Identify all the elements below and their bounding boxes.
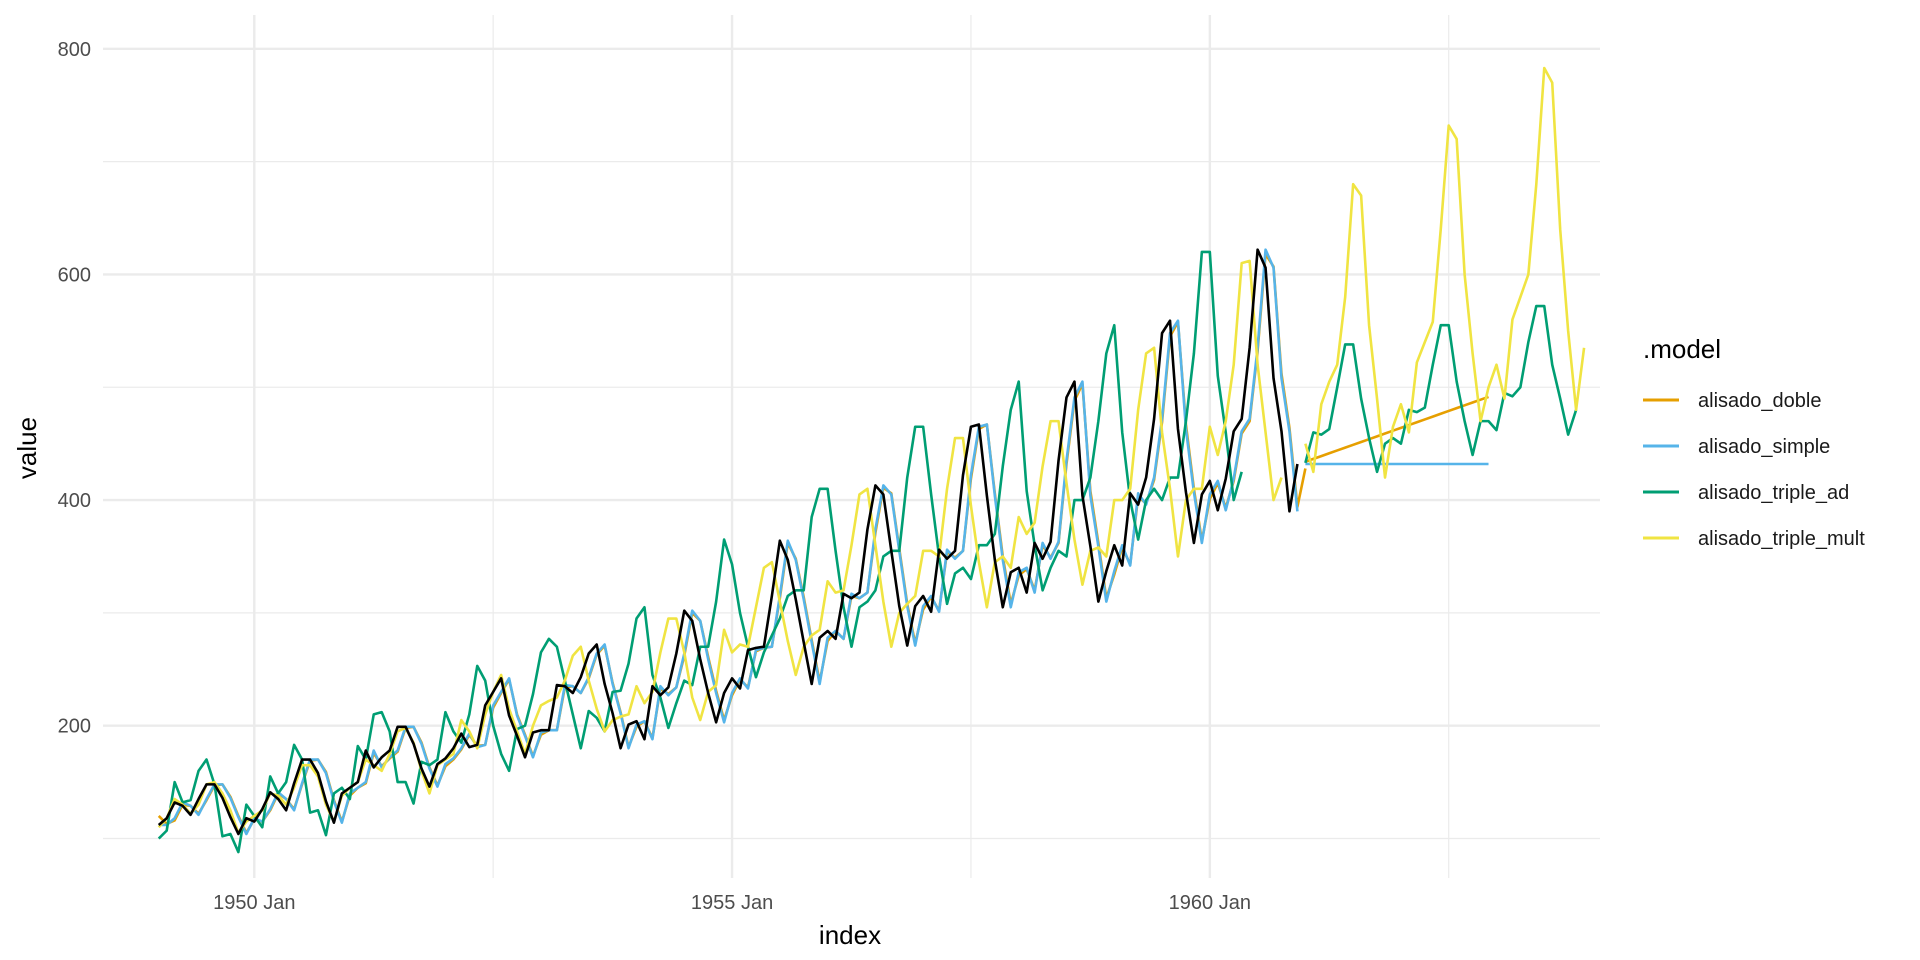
y-axis-title: value [12,417,42,479]
series-line-alisado-triple-ad [157,250,1243,854]
y-tick-label: 800 [58,39,91,61]
legend-label-alisado-doble: alisado_doble [1698,390,1821,412]
series-line-actual [157,248,1299,836]
y-tick-label: 400 [58,490,91,512]
x-tick-label: 1955 Jan [691,892,773,914]
legend-label-alisado-triple-ad: alisado_triple_ad [1698,482,1849,504]
x-tick-label: 1950 Jan [213,892,295,914]
series-line-alisado-triple-mult [1304,66,1586,479]
y-tick-label: 600 [58,264,91,286]
x-axis-title: index [819,920,881,950]
series-lines [157,66,1586,854]
legend-entries: alisado_doble alisado_simple alisado_tripl… [1643,390,1865,550]
x-tick-label: 1960 Jan [1169,892,1251,914]
series-line-alisado-doble [1304,395,1489,463]
y-tick-label: 200 [58,716,91,738]
x-axis-tick-labels: 1950 Jan 1955 Jan 1960 Jan [213,892,1251,914]
legend-label-alisado-triple-mult: alisado_triple_mult [1698,528,1865,550]
minor-gridlines [103,15,1600,878]
series-line-alisado-triple-ad [1304,304,1578,474]
legend: .model alisado_doblealisado_simplealisad… [1643,334,1865,550]
legend-title: .model [1643,334,1721,364]
y-axis-tick-labels: 200 400 600 800 [58,39,91,738]
series-line-alisado-simple [158,248,1299,836]
major-gridlines [103,15,1600,878]
legend-label-alisado-simple: alisado_simple [1698,436,1830,458]
